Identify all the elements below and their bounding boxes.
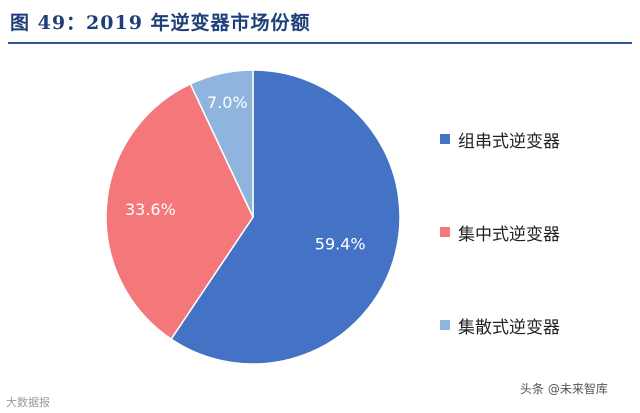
legend-item-central: 集中式逆变器 [440,221,560,245]
legend-swatch-central [440,227,450,237]
figure-title: 图 49：2019 年逆变器市场份额 [10,12,311,34]
pie-slice-distributed [189,69,254,218]
slice-label-distributed: 7.0% [207,93,248,112]
legend-item-string: 组串式逆变器 [440,128,560,152]
title-rule [8,42,632,44]
legend-label-central: 集中式逆变器 [458,224,560,245]
legend-swatch-distributed [440,320,450,330]
legend: 组串式逆变器 集中式逆变器 集散式逆变器 [440,128,560,407]
slice-label-central: 33.6% [125,200,176,219]
pie-labels: 59.4% 33.6% 7.0% [125,93,366,253]
footer-watermark-right: 头条 @未来智库 [520,382,608,396]
legend-swatch-string [440,134,450,144]
footer-watermark-left: 大数据报 [6,396,50,409]
pie-slice-central [105,82,254,341]
slice-label-string: 59.4% [315,235,366,254]
legend-item-distributed: 集散式逆变器 [440,314,560,338]
legend-label-string: 组串式逆变器 [458,131,560,152]
pie-slices [105,69,401,365]
pie-slice-string [170,69,401,365]
legend-label-distributed: 集散式逆变器 [458,317,560,338]
